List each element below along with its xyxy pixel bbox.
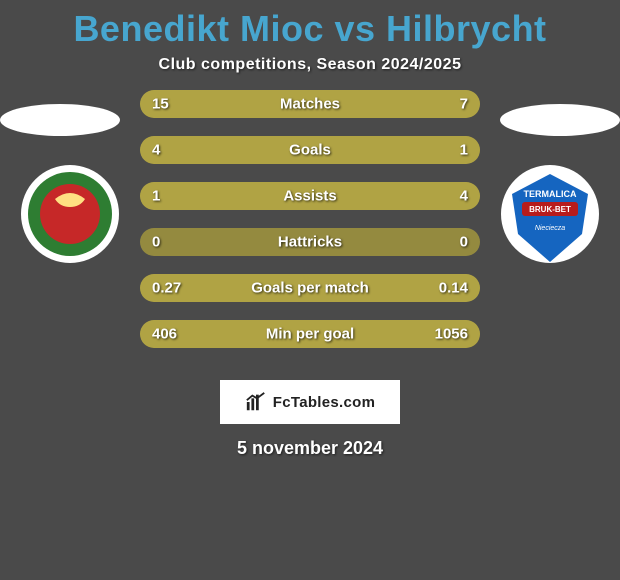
branding-text: FcTables.com [273,394,376,411]
page-title: Benedikt Mioc vs Hilbrycht [0,8,620,50]
stat-row: 0.27 0.14 Goals per match [140,274,480,302]
stat-label: Hattricks [278,234,342,251]
stat-row: 15 7 Matches [140,90,480,118]
player-left-ellipse [0,104,120,136]
stat-label: Assists [283,188,336,205]
stat-bar-right [208,182,480,210]
stat-rows: 15 7 Matches 4 1 Goals 1 4 Assists 0 0 Hattricks 0.2… [140,90,480,348]
stat-label: Matches [280,96,340,113]
branding-badge: FcTables.com [220,380,400,424]
comparison-card: Benedikt Mioc vs Hilbrycht Club competit… [0,0,620,580]
stat-label: Goals per match [251,280,369,297]
svg-text:BRUK-BET: BRUK-BET [529,205,571,214]
stat-value-left: 406 [152,326,177,343]
stat-value-right: 1 [460,142,468,159]
stat-value-left: 4 [152,142,160,159]
svg-text:Nieciecza: Nieciecza [535,225,565,232]
stat-value-right: 0 [460,234,468,251]
svg-text:TERMALICA: TERMALICA [524,189,577,199]
club-badge-left [20,164,120,264]
player-right-ellipse [500,104,620,136]
stat-value-left: 0 [152,234,160,251]
stat-row: 4 1 Goals [140,136,480,164]
stat-value-right: 4 [460,188,468,205]
club-badge-left-icon [20,164,120,264]
stat-bar-left [140,136,412,164]
stat-value-right: 7 [460,96,468,113]
stat-value-right: 0.14 [439,280,468,297]
stat-value-left: 0.27 [152,280,181,297]
chart-icon [245,391,267,413]
stat-value-right: 1056 [435,326,468,343]
subtitle: Club competitions, Season 2024/2025 [0,56,620,74]
stat-row: 1 4 Assists [140,182,480,210]
stat-bar-left [140,182,208,210]
stat-bar-right [412,136,480,164]
date: 5 november 2024 [0,438,620,459]
stat-row: 406 1056 Min per goal [140,320,480,348]
stat-row: 0 0 Hattricks [140,228,480,256]
club-badge-right: TERMALICA BRUK-BET Nieciecza [500,164,600,264]
stat-value-left: 15 [152,96,169,113]
stat-label: Min per goal [266,326,354,343]
stat-value-left: 1 [152,188,160,205]
main-panel: TERMALICA BRUK-BET Nieciecza 157Matches4… [0,104,620,362]
stat-label: Goals [289,142,331,159]
club-badge-right-icon: TERMALICA BRUK-BET Nieciecza [500,164,600,264]
